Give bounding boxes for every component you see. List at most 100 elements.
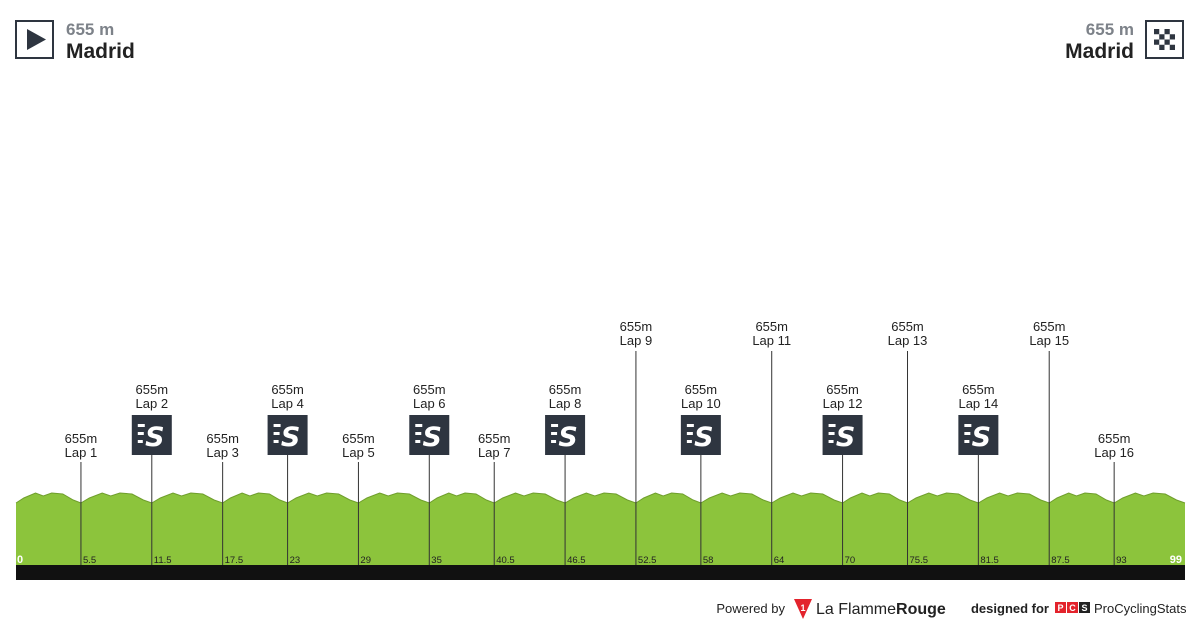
lap-elevation-label: 655m bbox=[549, 382, 582, 397]
km-end-label: 99 bbox=[1170, 554, 1182, 566]
km-tick-label: 87.5 bbox=[1051, 555, 1070, 566]
lap-name-label: Lap 9 bbox=[620, 333, 653, 348]
svg-text:1: 1 bbox=[800, 603, 805, 613]
finish-header: 655 m Madrid bbox=[1065, 20, 1184, 63]
km-tick-label: 81.5 bbox=[980, 555, 999, 566]
lap-name-label: Lap 1 bbox=[65, 445, 98, 460]
km-tick-label: 29 bbox=[360, 555, 371, 566]
designed-for-text: designed for bbox=[971, 601, 1049, 616]
sprint-icon: S bbox=[409, 415, 450, 455]
lap-name-label: Lap 12 bbox=[823, 396, 863, 411]
lap-elevation-label: 655m bbox=[1033, 319, 1066, 334]
lap-name-label: Lap 13 bbox=[888, 333, 928, 348]
sprint-icon: S bbox=[680, 415, 721, 455]
finish-city: Madrid bbox=[1065, 40, 1134, 63]
svg-text:S: S bbox=[558, 422, 577, 453]
km-tick-label: 75.5 bbox=[910, 555, 929, 566]
km-start-label: 0 bbox=[17, 554, 23, 566]
la-flamme-rouge-logo-icon: 1 bbox=[794, 599, 812, 619]
start-flag-icon bbox=[15, 20, 54, 59]
lap-elevation-label: 655m bbox=[620, 319, 653, 334]
sprint-icon: S bbox=[267, 415, 308, 455]
km-tick-label: 40.5 bbox=[496, 555, 515, 566]
lap-name-label: Lap 2 bbox=[136, 396, 169, 411]
lap-elevation-label: 655m bbox=[65, 431, 98, 446]
lap-name-label: Lap 5 bbox=[342, 445, 375, 460]
ground-bar bbox=[16, 565, 1185, 580]
km-tick-label: 58 bbox=[703, 555, 714, 566]
km-tick-label: 5.5 bbox=[83, 555, 96, 566]
lap-elevation-label: 655m bbox=[271, 382, 304, 397]
lap-elevation-label: 655m bbox=[342, 431, 375, 446]
lap-elevation-label: 655m bbox=[413, 382, 446, 397]
elevation-profile: 0 99 bbox=[15, 492, 1186, 580]
svg-text:S: S bbox=[972, 422, 991, 453]
finish-checkered-flag-icon bbox=[1145, 20, 1184, 59]
lap-elevation-label: 655m bbox=[478, 431, 511, 446]
svg-text:P: P bbox=[1057, 603, 1063, 613]
lap-elevation-label: 655m bbox=[685, 382, 718, 397]
svg-text:S: S bbox=[281, 422, 300, 453]
km-tick-label: 23 bbox=[290, 555, 301, 566]
start-elevation: 655 m bbox=[66, 20, 114, 39]
profile-area bbox=[16, 493, 1185, 565]
lap-name-label: Lap 3 bbox=[206, 445, 239, 460]
finish-elevation: 655 m bbox=[1086, 20, 1134, 39]
lap-name-label: Lap 14 bbox=[958, 396, 998, 411]
lap-elevation-label: 655m bbox=[206, 431, 239, 446]
lap-elevation-label: 655m bbox=[891, 319, 924, 334]
lap-elevation-label: 655m bbox=[136, 382, 169, 397]
km-tick-label: 64 bbox=[774, 555, 785, 566]
start-city: Madrid bbox=[66, 40, 135, 63]
lap-elevation-label: 655m bbox=[1098, 431, 1131, 446]
profile-ridge-line bbox=[15, 492, 1186, 504]
svg-text:S: S bbox=[694, 422, 713, 453]
lap-name-label: Lap 16 bbox=[1094, 445, 1134, 460]
lap-name-label: Lap 8 bbox=[549, 396, 582, 411]
sprint-icon: S bbox=[958, 415, 999, 455]
km-tick-label: 70 bbox=[845, 555, 856, 566]
svg-text:S: S bbox=[836, 422, 855, 453]
lap-name-label: Lap 6 bbox=[413, 396, 446, 411]
lap-name-label: Lap 15 bbox=[1029, 333, 1069, 348]
km-tick-label: 35 bbox=[431, 555, 442, 566]
powered-by-text: Powered by bbox=[716, 601, 785, 616]
lap-elevation-label: 655m bbox=[826, 382, 859, 397]
km-tick-label: 17.5 bbox=[225, 555, 244, 566]
lap-name-label: Lap 4 bbox=[271, 396, 304, 411]
lap-name-label: Lap 11 bbox=[752, 333, 791, 348]
footer: Powered by 1 La FlammeRouge designed for… bbox=[716, 599, 1187, 619]
lap-name-label: Lap 7 bbox=[478, 445, 511, 460]
lap-elevation-label: 655m bbox=[755, 319, 788, 334]
svg-text:C: C bbox=[1069, 603, 1076, 613]
km-tick-label: 93 bbox=[1116, 555, 1127, 566]
km-tick-label: 46.5 bbox=[567, 555, 586, 566]
svg-text:S: S bbox=[145, 422, 164, 453]
la-flamme-rouge-brand: La FlammeRouge bbox=[816, 601, 946, 618]
start-header: 655 m Madrid bbox=[15, 20, 135, 63]
svg-text:S: S bbox=[423, 422, 442, 453]
km-tick-label: 52.5 bbox=[638, 555, 657, 566]
procyclingstats-name: ProCyclingStats bbox=[1094, 601, 1187, 616]
svg-text:S: S bbox=[1081, 603, 1087, 613]
lap-name-label: Lap 10 bbox=[681, 396, 721, 411]
